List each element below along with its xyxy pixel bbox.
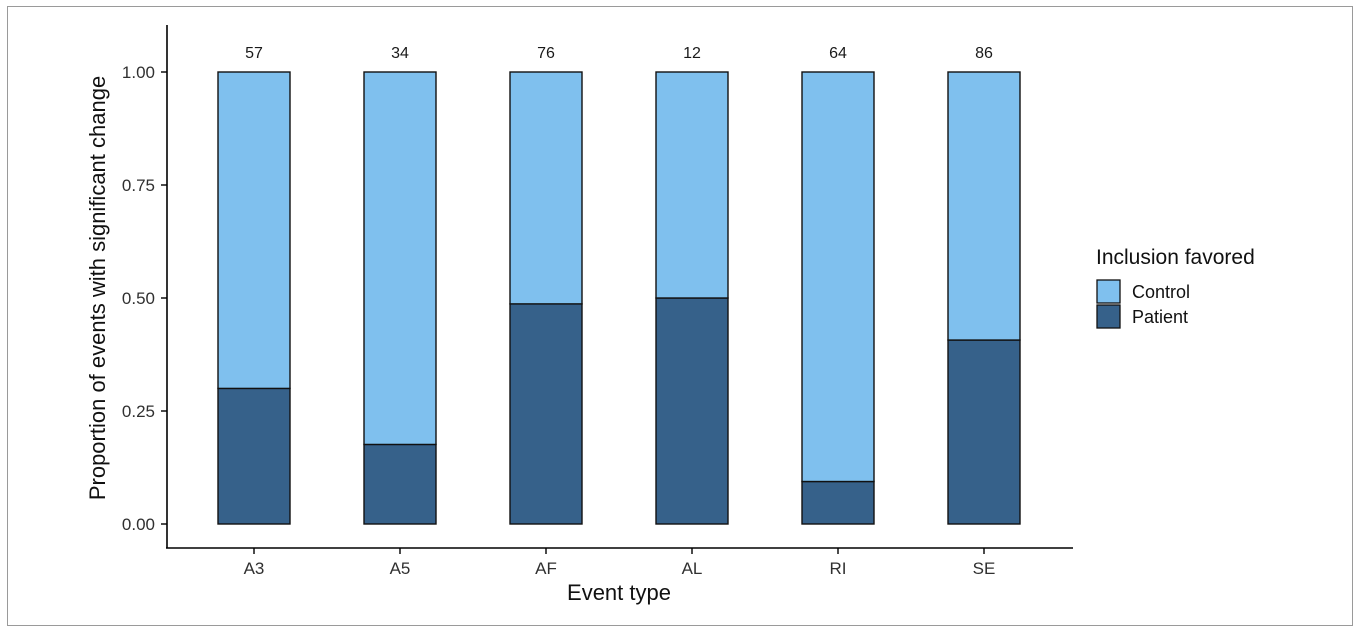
bar-total-label: 64 — [829, 45, 847, 62]
x-tick-label: AL — [682, 559, 703, 578]
legend-swatch-control — [1096, 279, 1121, 304]
x-tick-label: AF — [535, 559, 557, 578]
y-tick-label: 0.25 — [122, 402, 155, 421]
bar-patient-ri — [801, 480, 875, 525]
bar-control-ri — [801, 71, 875, 483]
legend: Inclusion favored Control Patient — [1096, 246, 1255, 329]
legend-label-patient: Patient — [1132, 307, 1188, 327]
count-labels-group: 57 34 76 12 64 86 — [245, 45, 993, 62]
bar-patient-al — [655, 297, 729, 525]
bar-patient-a5 — [363, 443, 437, 525]
bar-patient-af — [509, 303, 583, 525]
x-tick-label: A5 — [390, 559, 411, 578]
bar-control-a5 — [363, 71, 437, 446]
y-ticks-group: 0.00 0.25 0.50 0.75 1.00 — [122, 63, 167, 534]
y-tick-label: 0.00 — [122, 515, 155, 534]
bar-control-a3 — [217, 71, 291, 390]
bar-total-label: 86 — [975, 45, 993, 62]
x-tick-label: A3 — [244, 559, 265, 578]
legend-entries: Control Patient — [1096, 279, 1190, 329]
bar-patient-a3 — [217, 387, 291, 525]
x-ticks-group: A3 A5 AF AL RI SE — [244, 548, 996, 578]
bar-control-se — [947, 71, 1021, 341]
bar-total-label: 34 — [391, 45, 409, 62]
legend-label-control: Control — [1132, 282, 1190, 302]
y-tick-label: 1.00 — [122, 63, 155, 82]
y-axis-title: Proportion of events with significant ch… — [85, 76, 110, 500]
y-tick-label: 0.50 — [122, 289, 155, 308]
bar-control-al — [655, 71, 729, 299]
bar-total-label: 57 — [245, 45, 263, 62]
x-tick-label: RI — [830, 559, 847, 578]
legend-swatch-patient — [1096, 304, 1121, 329]
x-axis-title: Event type — [567, 580, 671, 605]
bar-control-af — [509, 71, 583, 305]
bars-group — [217, 71, 1021, 525]
y-tick-label: 0.75 — [122, 176, 155, 195]
bar-patient-se — [947, 339, 1021, 525]
bar-total-label: 76 — [537, 45, 555, 62]
bar-total-label: 12 — [683, 45, 701, 62]
x-tick-label: SE — [973, 559, 996, 578]
legend-title: Inclusion favored — [1096, 246, 1255, 269]
